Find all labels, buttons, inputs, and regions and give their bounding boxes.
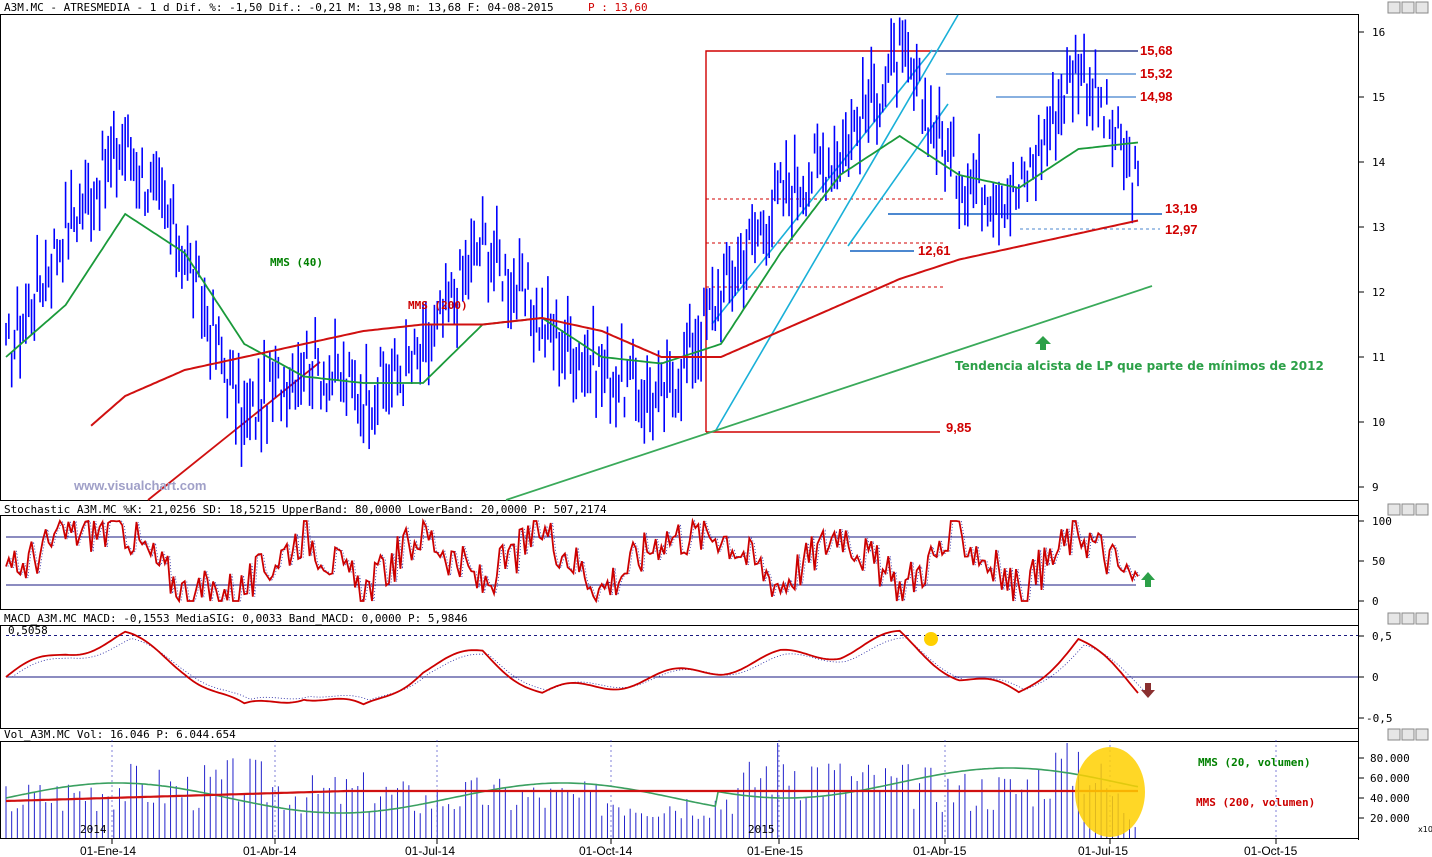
long-term-trend-line <box>505 285 1153 501</box>
macd-signal-line <box>11 637 1145 701</box>
macd-minimize-button[interactable] <box>1387 612 1401 625</box>
x-tick-label: 01-Abr-15 <box>913 844 967 857</box>
vol-mms200-label: MMS (200, volumen) <box>1196 796 1315 809</box>
watermark: www.visualchart.com <box>73 478 206 493</box>
price-header: A3M.MC - ATRESMEDIA - 1 d Dif. %: -1,50 … <box>4 1 554 14</box>
vol-tick-label: 60.000 <box>1370 772 1410 785</box>
level-12-97: 12,97 <box>1165 222 1198 237</box>
vol-minimize-button[interactable] <box>1387 728 1401 741</box>
x-tick-label: 01-Abr-14 <box>243 844 297 857</box>
price-tick-label: 9 <box>1372 481 1379 494</box>
x-tick-label: 01-Oct-14 <box>579 844 633 857</box>
level-12-61: 12,61 <box>918 243 951 258</box>
x-tick-label: 01-Jul-15 <box>1078 844 1128 857</box>
mms200-label: MMS (200) <box>408 299 468 312</box>
price-tick-label: 15 <box>1372 91 1385 104</box>
vol-tick-label: 80.000 <box>1370 752 1410 765</box>
level-14-98: 14,98 <box>1140 89 1173 104</box>
mms40-label: MMS (40) <box>270 256 323 269</box>
volume-mms20-line <box>5 767 1139 814</box>
macd-header: MACD_A3M.MC MACD: -0,1553 MediaSIG: 0,00… <box>4 612 468 625</box>
channel-upper-line <box>711 49 933 325</box>
price-overlays <box>147 14 1162 501</box>
price-tick-label: 11 <box>1372 351 1385 364</box>
moving-averages <box>5 134 1139 427</box>
vol-tick-label: 20.000 <box>1370 812 1410 825</box>
x-tick-label: 01-Ene-15 <box>747 844 803 857</box>
axes: 16 15 14 13 12 11 10 9 100 50 0 0,5 0 -0,5 80.000 60.00… <box>80 26 1410 857</box>
volume-highlight <box>1075 747 1145 837</box>
year-2014-label: 2014 <box>80 823 107 836</box>
mms200-line <box>90 219 1139 427</box>
macd-line <box>5 629 1139 706</box>
x-tick-label: 01-Ene-14 <box>80 844 136 857</box>
level-9-85: 9,85 <box>946 420 971 435</box>
vol-mms20-label: MMS (20, volumen) <box>1198 756 1311 769</box>
macd-maximize-button[interactable] <box>1401 612 1415 625</box>
year-2015-label: 2015 <box>748 823 775 836</box>
level-15-68: 15,68 <box>1140 43 1173 58</box>
macd-tick-label: -0,5 <box>1366 712 1393 725</box>
stoch-maximize-button[interactable] <box>1401 503 1415 516</box>
level-13-19: 13,19 <box>1165 201 1198 216</box>
price-tick-label: 13 <box>1372 221 1385 234</box>
channel-lower-line <box>715 14 959 431</box>
price-tick-label: 14 <box>1372 156 1386 169</box>
close-button[interactable] <box>1415 1 1429 14</box>
stoch-tick-label: 0 <box>1372 595 1379 608</box>
price-tick-label: 10 <box>1372 416 1385 429</box>
vol-scale-label: x10 <box>1418 825 1432 834</box>
minimize-button[interactable] <box>1387 1 1401 14</box>
price-tick-label: 12 <box>1372 286 1385 299</box>
stoch-signal-line <box>7 519 1141 603</box>
stoch-header: Stochastic_A3M.MC %K: 21,0256 SD: 18,521… <box>4 503 607 516</box>
window-controls[interactable] <box>1387 1 1429 741</box>
macd-ref-label: 0,5058 <box>8 624 48 637</box>
vol-close-button[interactable] <box>1415 728 1429 741</box>
macd-tick-label: 0 <box>1372 671 1379 684</box>
x-tick-label: 01-Jul-14 <box>405 844 455 857</box>
mms40-line <box>5 134 1139 384</box>
price-tick-label: 16 <box>1372 26 1385 39</box>
level-15-32: 15,32 <box>1140 66 1173 81</box>
stoch-tick-label: 50 <box>1372 555 1385 568</box>
stoch-up-arrow-icon <box>1141 572 1155 587</box>
price-bars <box>5 17 1139 467</box>
stoch-close-button[interactable] <box>1415 503 1429 516</box>
macd-tick-label: 0,5 <box>1372 630 1392 643</box>
volume-bars <box>5 743 1145 838</box>
oscillators <box>5 517 1358 706</box>
maximize-button[interactable] <box>1401 1 1415 14</box>
trend-up-arrow-icon <box>1035 336 1051 350</box>
volume-mms200-line <box>5 789 1138 803</box>
panel-frames <box>0 14 1359 840</box>
stoch-minimize-button[interactable] <box>1387 503 1401 516</box>
vol-maximize-button[interactable] <box>1401 728 1415 741</box>
long-term-support-line <box>147 361 321 501</box>
price-header-p: P : 13,60 <box>588 1 648 14</box>
vol-header: Vol_A3M.MC Vol: 16.046 P: 6.044.654 <box>4 728 236 741</box>
vol-tick-label: 40.000 <box>1370 792 1410 805</box>
macd-highlight <box>924 632 938 646</box>
macd-close-button[interactable] <box>1415 612 1429 625</box>
stoch-tick-label: 100 <box>1372 515 1392 528</box>
macd-down-arrow-icon <box>1141 683 1155 698</box>
x-tick-label: 01-Oct-15 <box>1244 844 1298 857</box>
trend-label: Tendencia alcista de LP que parte de mín… <box>955 359 1324 373</box>
stoch-k-line <box>5 517 1139 604</box>
